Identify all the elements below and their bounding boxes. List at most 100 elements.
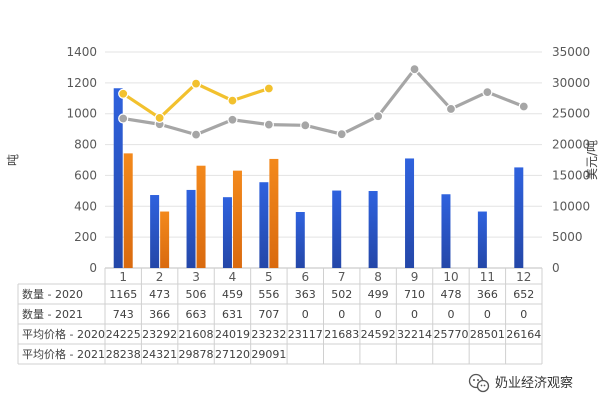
x-tick-label: 1 [119,270,127,284]
table-cell: 0 [484,308,491,321]
right-axis-ticks: 0 5000 10000 15000 20000 25000 30000 35000 [552,45,590,275]
y2-tick-label: 10000 [552,199,590,213]
y2-tick-label: 15000 [552,168,590,182]
table-cell: 0 [447,308,454,321]
table-cell: 473 [149,288,170,301]
table-cell: 743 [113,308,134,321]
point-price-2021 [227,95,238,106]
table-row-label: 平均价格 - 2020 [22,327,105,341]
y2-tick-label: 5000 [552,230,583,244]
line-price-2020 [121,67,526,137]
table-cell: 23232 [251,328,286,341]
bar-2020 [441,194,451,268]
point-price-2020 [190,129,202,140]
bar-2020 [514,167,524,268]
y-tick-label: 1200 [66,76,97,90]
bar-2021 [196,165,206,268]
bar-2021 [160,211,170,268]
line-price-2021 [121,82,271,120]
table-cell: 23292 [142,328,177,341]
x-tick-label: 6 [301,270,309,284]
point-price-2020 [482,87,493,98]
y2-tick-label: 20000 [552,138,590,152]
table-cell: 506 [186,288,207,301]
table-cell: 28501 [470,328,505,341]
bar-2020 [332,190,342,268]
point-price-2021 [118,88,129,99]
point-price-2020 [336,129,347,140]
point-price-2020 [300,120,311,131]
table-row-label: 数量 - 2020 [22,288,83,301]
table-cell: 21683 [324,328,359,341]
table-cell: 652 [513,288,534,301]
point-price-2021 [263,83,274,94]
table-cell: 24592 [361,328,396,341]
table-row-label: 平均价格 - 2021 [22,347,105,361]
table-cell: 24225 [106,328,141,341]
table-cell: 24019 [215,328,250,341]
table-cell: 25770 [433,328,468,341]
point-price-2021 [154,112,165,124]
point-price-2020 [409,64,420,75]
y-tick-label: 200 [74,230,97,244]
watermark-text: 奶业经济观察 [495,376,573,391]
bar-2020 [113,88,123,268]
y-tick-label: 1000 [66,107,97,121]
bars [113,88,524,268]
y2-axis-title: 美元/吨 [585,140,599,180]
point-price-2020 [518,101,529,112]
table-cell: 556 [258,288,279,301]
point-price-2020 [118,113,129,124]
x-tick-label: 8 [374,270,382,284]
left-axis-ticks: 0 200 400 600 800 1000 1200 1400 [66,45,97,275]
bar-2021 [269,158,279,268]
table-cell: 28238 [106,348,141,361]
table-row-label: 数量 - 2021 [22,308,83,321]
y-tick-label: 0 [89,261,97,275]
table-cell: 0 [520,308,527,321]
x-tick-label: 11 [480,270,495,284]
table-cell: 631 [222,308,243,321]
table-cell: 21608 [179,328,214,341]
y-tick-label: 400 [74,199,97,213]
table-cell: 23117 [288,328,323,341]
bar-2020 [295,211,305,268]
bar-2020 [477,211,487,268]
bar-2021 [232,170,242,268]
x-tick-label: 9 [411,270,419,284]
table-cell: 499 [368,288,389,301]
point-price-2020 [263,119,274,130]
table-cell: 27120 [215,348,250,361]
table-cell: 29091 [251,348,286,361]
y2-tick-label: 25000 [552,107,590,121]
table-cell: 502 [331,288,352,301]
bar-2020 [259,182,269,268]
x-tick-label: 4 [229,270,237,284]
point-price-2020 [227,114,238,125]
table-cell: 366 [477,288,498,301]
y-tick-label: 1400 [66,45,97,59]
bar-2020 [368,191,378,268]
x-tick-label: 2 [156,270,164,284]
table-cell: 32214 [397,328,432,341]
y2-tick-label: 30000 [552,76,590,90]
table-cell: 459 [222,288,243,301]
table-cell: 0 [411,308,418,321]
x-tick-label: 12 [516,270,531,284]
table-cell: 26164 [506,328,541,341]
x-tick-label: 10 [443,270,458,284]
y-tick-label: 600 [74,168,97,182]
x-tick-label: 5 [265,270,273,284]
table-cell: 1165 [109,288,137,301]
table-cell: 0 [375,308,382,321]
table-cell: 0 [302,308,309,321]
bar-2020 [222,197,232,268]
table-cell: 363 [295,288,316,301]
table-cell: 478 [440,288,461,301]
bar-2020 [150,195,160,268]
watermark: 奶业经济观察 [468,373,573,393]
bar-2021 [123,153,133,268]
table-cell: 663 [186,308,207,321]
x-tick-label: 7 [338,270,346,284]
